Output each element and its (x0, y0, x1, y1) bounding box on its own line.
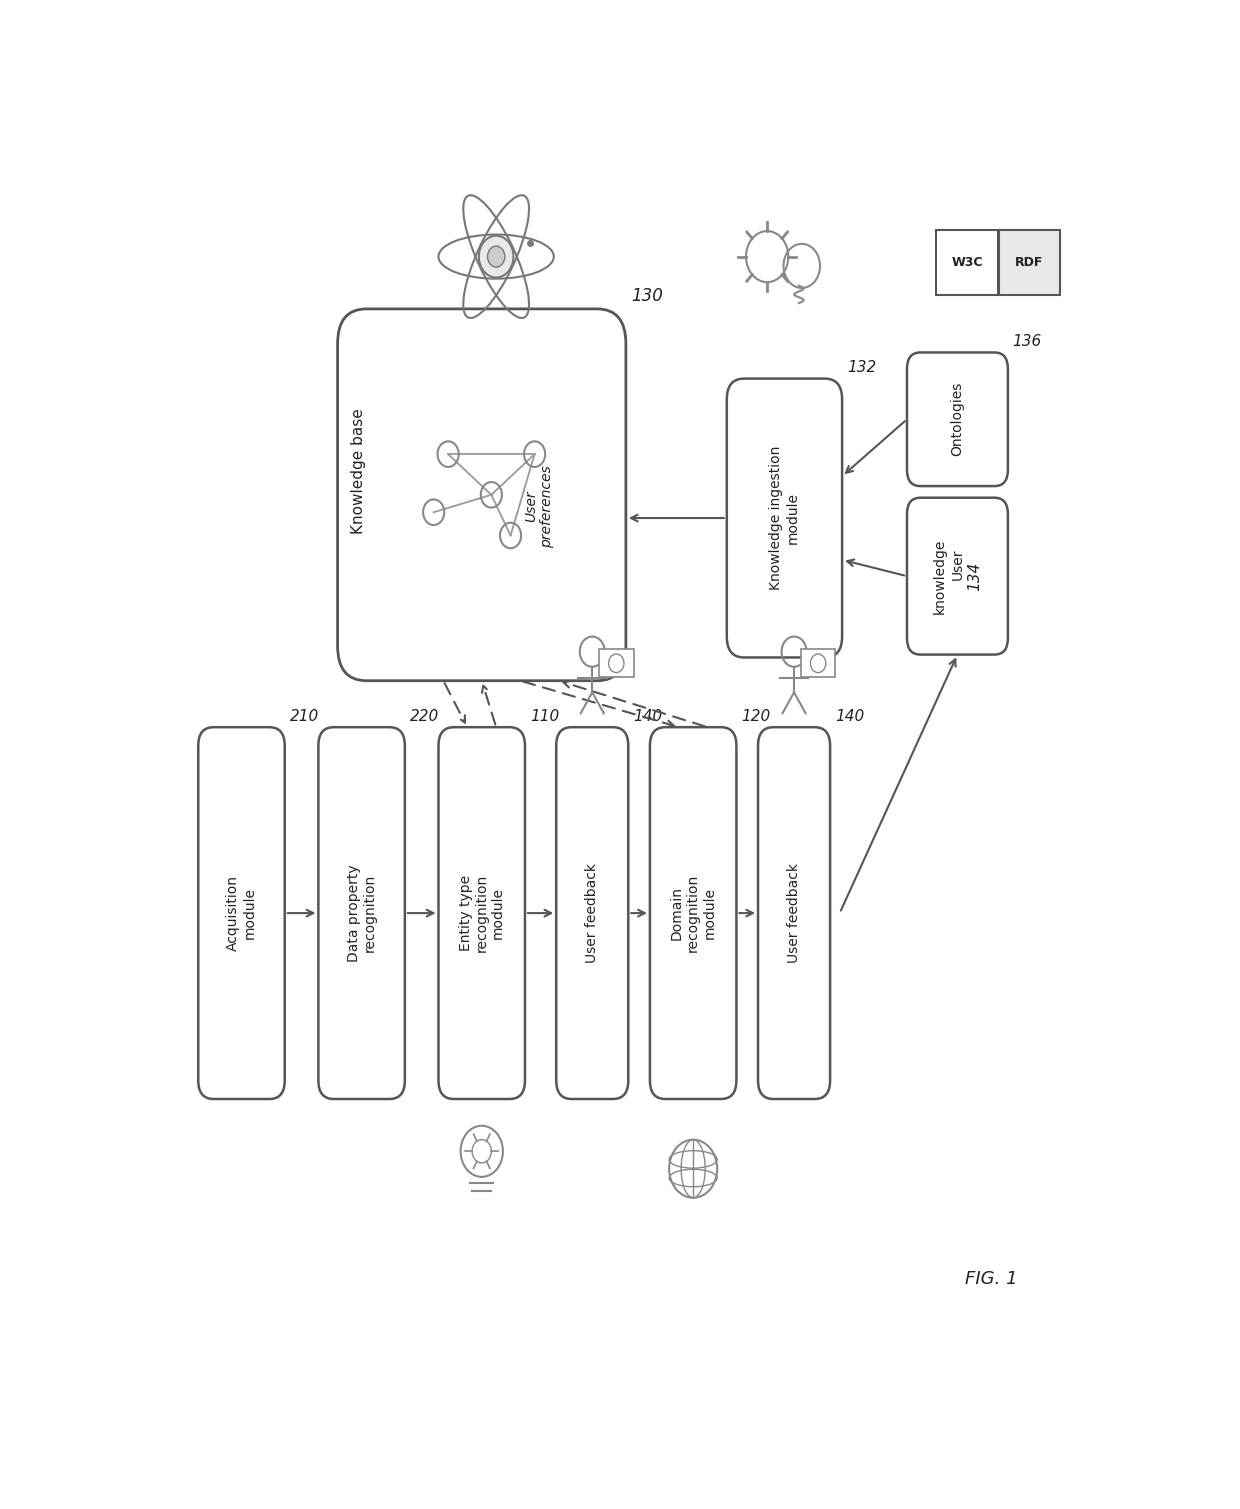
Circle shape (479, 235, 513, 278)
Text: 134: 134 (967, 561, 982, 590)
FancyBboxPatch shape (557, 727, 629, 1099)
Text: Domain
recognition
module: Domain recognition module (670, 874, 717, 952)
FancyBboxPatch shape (906, 498, 1008, 655)
Text: 130: 130 (631, 287, 662, 305)
FancyBboxPatch shape (337, 309, 626, 681)
Text: 132: 132 (847, 361, 877, 376)
Text: Acquisition
module: Acquisition module (227, 875, 257, 951)
Text: User feedback: User feedback (585, 863, 599, 963)
FancyBboxPatch shape (936, 229, 998, 294)
Text: Knowledge ingestion
module: Knowledge ingestion module (769, 445, 800, 590)
Text: 140: 140 (835, 709, 864, 724)
FancyBboxPatch shape (439, 727, 525, 1099)
Text: knowledge: knowledge (934, 539, 947, 614)
FancyBboxPatch shape (998, 229, 1060, 294)
Text: Entity type
recognition
module: Entity type recognition module (459, 874, 505, 952)
FancyBboxPatch shape (758, 727, 830, 1099)
Text: Knowledge base: Knowledge base (351, 409, 366, 534)
FancyBboxPatch shape (906, 353, 1008, 486)
Text: 210: 210 (290, 709, 319, 724)
Circle shape (487, 246, 505, 267)
FancyBboxPatch shape (319, 727, 404, 1099)
FancyBboxPatch shape (727, 379, 842, 658)
Text: 220: 220 (409, 709, 439, 724)
Text: User feedback: User feedback (787, 863, 801, 963)
Text: User: User (950, 549, 965, 581)
Text: 140: 140 (634, 709, 662, 724)
Text: 136: 136 (1013, 333, 1042, 349)
Text: 120: 120 (742, 709, 770, 724)
Text: User
preferences: User preferences (525, 465, 554, 548)
FancyBboxPatch shape (650, 727, 737, 1099)
Text: FIG. 1: FIG. 1 (965, 1271, 1017, 1289)
FancyBboxPatch shape (599, 649, 634, 678)
Text: 110: 110 (529, 709, 559, 724)
Text: W3C: W3C (951, 257, 983, 269)
FancyBboxPatch shape (801, 649, 836, 678)
FancyBboxPatch shape (198, 727, 285, 1099)
Text: Data property
recognition: Data property recognition (346, 865, 377, 961)
Text: Ontologies: Ontologies (950, 382, 965, 456)
Text: RDF: RDF (1016, 257, 1044, 269)
